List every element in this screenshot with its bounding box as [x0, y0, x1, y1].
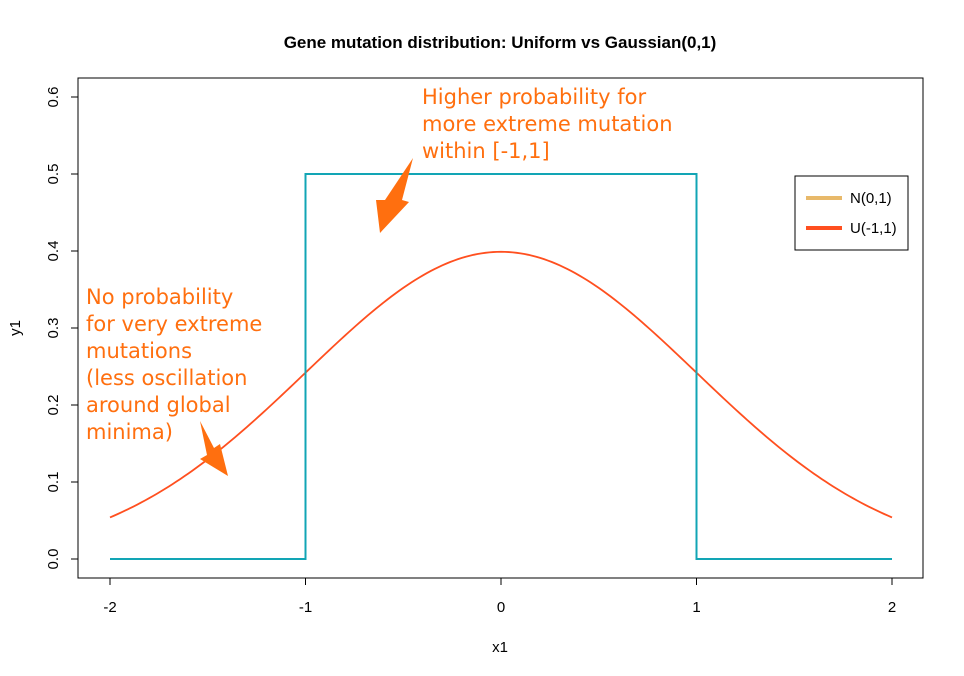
- y-tick-label: 0.4: [45, 241, 62, 262]
- y-tick-label: 0.3: [45, 318, 62, 339]
- y-tick-label: 0.6: [45, 87, 62, 108]
- series-group: [109, 173, 893, 560]
- arrow-icon: [200, 421, 228, 476]
- series-normal-line: [109, 250, 893, 519]
- x-tick-label: 0: [497, 599, 505, 616]
- x-axis-label: x1: [492, 639, 508, 656]
- annotations: Higher probability for more extreme mutat…: [86, 85, 673, 444]
- annotation-text: minima): [86, 420, 173, 444]
- annotation-text: around global: [86, 393, 231, 417]
- annotation-text: Higher probability for: [422, 85, 646, 109]
- axes: -2 -1 0 1 2 0.0 0.1 0.2 0.3 0.4 0.5 0.6: [45, 87, 896, 616]
- annotation-arrows: [200, 158, 413, 476]
- annotation-text: mutations: [86, 339, 192, 363]
- x-tick-label: 1: [692, 599, 700, 616]
- x-tick-label: -1: [299, 599, 312, 616]
- legend: N(0,1) U(-1,1): [794, 175, 909, 251]
- y-axis-label: y1: [7, 320, 24, 336]
- x-tick-label: -2: [103, 599, 116, 616]
- annotation-text: for very extreme: [86, 312, 262, 336]
- annotation-text: more extreme mutation: [422, 112, 673, 136]
- y-tick-label: 0.0: [45, 549, 62, 570]
- y-tick-label: 0.2: [45, 395, 62, 416]
- chart-title: Gene mutation distribution: Uniform vs G…: [284, 33, 717, 52]
- annotation-text: (less oscillation: [86, 366, 247, 390]
- arrow-icon: [376, 158, 413, 233]
- y-tick-label: 0.5: [45, 164, 62, 185]
- annotation-text: within [-1,1]: [422, 139, 550, 163]
- series-uniform-line: [110, 173, 892, 560]
- legend-box: [794, 175, 909, 251]
- y-tick-label: 0.1: [45, 472, 62, 493]
- x-tick-label: 2: [888, 599, 896, 616]
- legend-label: N(0,1): [850, 190, 892, 207]
- annotation-text: No probability: [86, 285, 233, 309]
- legend-label: U(-1,1): [850, 220, 897, 237]
